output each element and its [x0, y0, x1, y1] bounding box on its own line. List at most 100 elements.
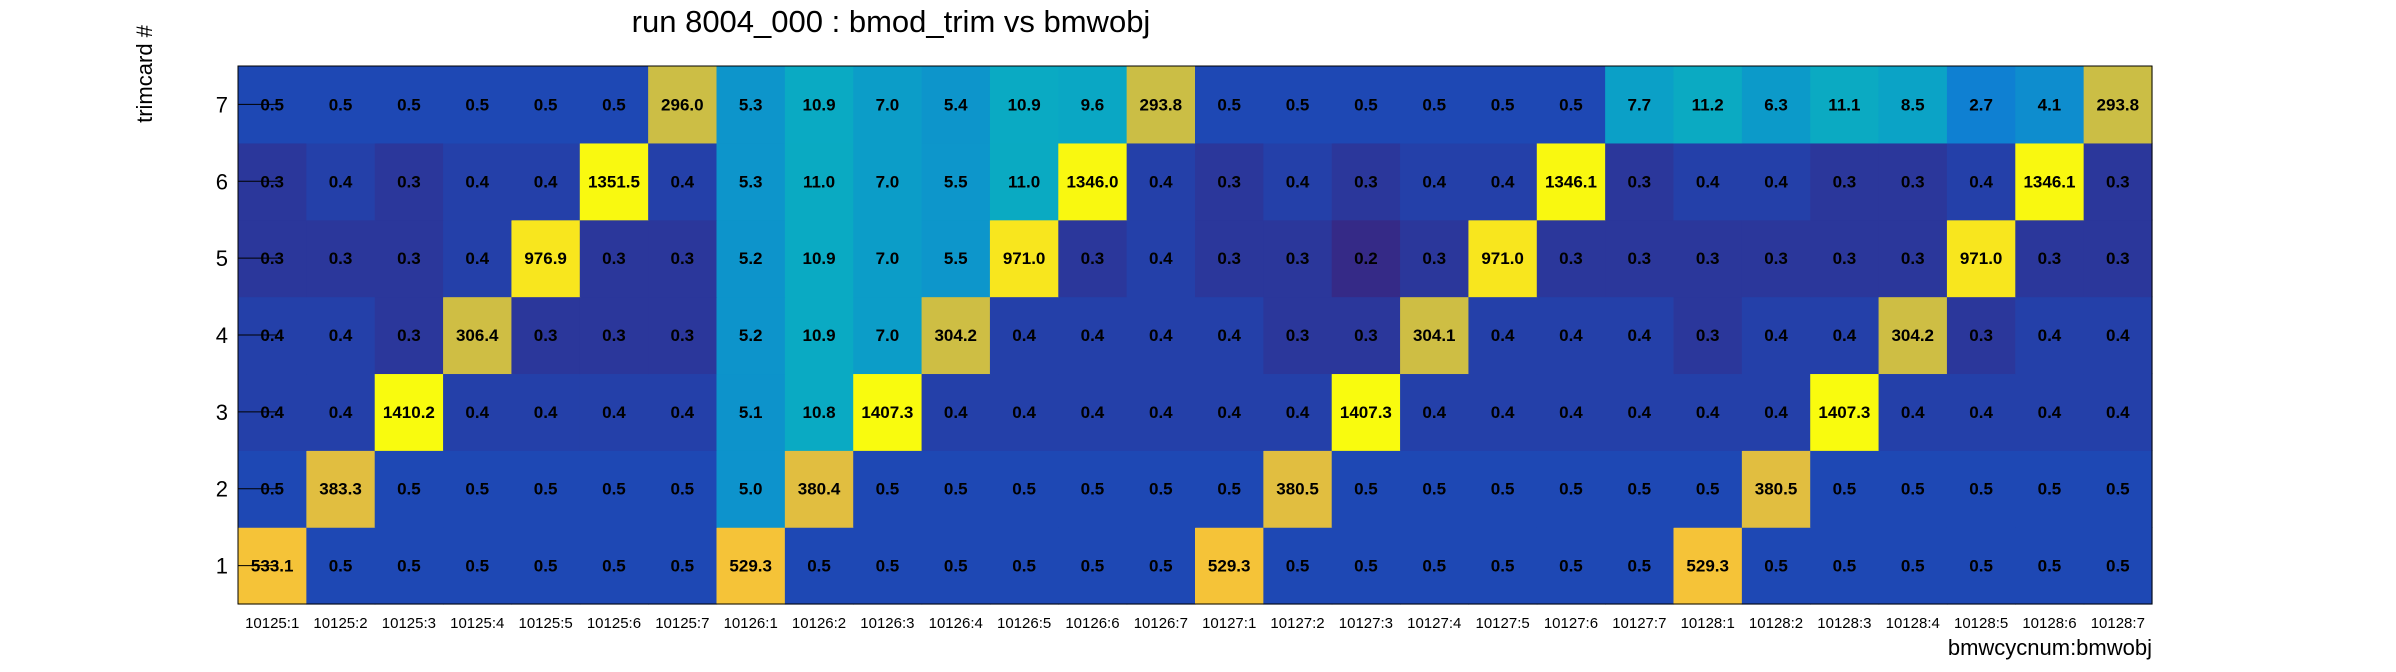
heatmap-cell — [511, 527, 581, 605]
heatmap-cell — [989, 142, 1059, 221]
heatmap-cell — [511, 66, 581, 144]
cell-value-label: 0.5 — [1012, 480, 1036, 499]
heatmap-cell — [989, 66, 1059, 144]
heatmap-cell — [648, 66, 718, 144]
cell-value-label: 971.0 — [1481, 249, 1524, 268]
heatmap-cell — [1536, 450, 1606, 528]
heatmap-cell — [1878, 373, 1948, 451]
x-tick-label: 10125:5 — [518, 615, 572, 632]
heatmap-cell — [1400, 66, 1470, 144]
x-tick-label: 10128:3 — [1817, 615, 1871, 632]
y-axis-title: trimcard # — [132, 24, 157, 123]
heatmap-cell — [306, 142, 376, 221]
cell-value-label: 0.5 — [1354, 95, 1378, 114]
cell-value-label: 0.4 — [1969, 172, 1993, 191]
cell-value-label: 0.5 — [1901, 480, 1925, 499]
cell-value-label: 0.5 — [1491, 480, 1515, 499]
cell-value-label: 1346.0 — [1066, 172, 1118, 191]
cell-value-label: 1351.5 — [588, 172, 640, 191]
heatmap-cell — [374, 296, 444, 375]
cell-value-label: 0.4 — [1627, 326, 1651, 345]
heatmap-cell — [2083, 66, 2153, 144]
heatmap-cell — [1878, 296, 1948, 375]
cell-value-label: 0.3 — [1696, 249, 1720, 268]
heatmap-cell — [1126, 66, 1196, 144]
y-tick-label: 6 — [216, 169, 228, 194]
x-tick-label: 10125:6 — [587, 615, 641, 632]
cell-value-label: 5.3 — [739, 172, 763, 191]
cell-value-label: 0.5 — [1081, 557, 1105, 576]
cell-value-label: 971.0 — [1960, 249, 2003, 268]
cell-value-label: 0.5 — [1901, 557, 1925, 576]
cell-value-label: 0.3 — [2106, 249, 2130, 268]
heatmap-cell — [1673, 142, 1743, 221]
cell-value-label: 2.7 — [1969, 95, 1993, 114]
cell-value-label: 0.4 — [465, 403, 489, 422]
cell-value-label: 0.3 — [1764, 249, 1788, 268]
cell-value-label: 0.5 — [1833, 480, 1857, 499]
cell-value-label: 0.5 — [1217, 95, 1241, 114]
cell-value-label: 0.3 — [670, 249, 694, 268]
cell-value-label: 7.0 — [876, 172, 900, 191]
cell-value-label: 0.3 — [1217, 172, 1241, 191]
cell-value-label: 0.2 — [1354, 249, 1378, 268]
heatmap-cell — [374, 527, 444, 605]
cell-value-label: 10.8 — [802, 403, 835, 422]
cell-value-label: 11.2 — [1692, 95, 1724, 114]
cell-value-label: 1407.3 — [861, 403, 913, 422]
x-tick-label: 10125:4 — [450, 615, 504, 632]
heatmap-cell — [1878, 66, 1948, 144]
heatmap-cell — [1810, 66, 1880, 144]
heatmap-cell — [2015, 527, 2085, 605]
x-tick-label: 10126:7 — [1134, 615, 1188, 632]
heatmap-cell — [853, 373, 923, 451]
cell-value-label: 0.5 — [1217, 480, 1241, 499]
cell-value-label: 0.3 — [1901, 249, 1925, 268]
heatmap-cell — [2015, 373, 2085, 451]
cell-value-label: 0.5 — [602, 480, 626, 499]
cell-labels: 533.1 0.5 0.5 0.5 0.5 0.5 0.5 529.3 0.5 0.5 0.5 0.5… — [251, 95, 2139, 575]
cell-value-label: 0.3 — [1627, 172, 1651, 191]
heatmap-cell — [648, 219, 718, 298]
heatmap-cell — [511, 296, 581, 375]
cell-value-label: 0.5 — [1559, 480, 1583, 499]
cell-value-label: 0.5 — [1559, 95, 1583, 114]
cell-value-label: 380.5 — [1276, 480, 1319, 499]
heatmap-cell — [716, 66, 786, 144]
x-tick-label: 10125:3 — [382, 615, 436, 632]
heatmap-cell — [1126, 142, 1196, 221]
x-tick-label: 10127:4 — [1407, 615, 1461, 632]
heatmap-cell — [443, 296, 513, 375]
heatmap-cell — [989, 527, 1059, 605]
heatmap-cell — [1673, 219, 1743, 298]
heatmap-cell — [1673, 373, 1743, 451]
heatmap-cell — [1400, 450, 1470, 528]
x-tick-label: 10127:1 — [1202, 615, 1256, 632]
cell-value-label: 11.0 — [1008, 172, 1040, 191]
heatmap-cell — [1741, 66, 1811, 144]
cell-value-label: 0.5 — [1081, 480, 1105, 499]
heatmap-cell — [1605, 219, 1675, 298]
x-tick-label: 10128:1 — [1681, 615, 1735, 632]
heatmap-cell — [1400, 527, 1470, 605]
heatmap-cell — [579, 450, 649, 528]
heatmap-cell — [374, 373, 444, 451]
cell-value-label: 971.0 — [1003, 249, 1046, 268]
cell-value-label: 0.5 — [534, 557, 558, 576]
heatmap-cell — [1946, 296, 2016, 375]
heatmap-cell — [1536, 142, 1606, 221]
cell-value-label: 0.3 — [1422, 249, 1446, 268]
cell-value-label: 0.5 — [1491, 557, 1515, 576]
cell-value-label: 0.3 — [1833, 172, 1857, 191]
heatmap-cell — [1946, 219, 2016, 298]
cell-value-label: 0.3 — [1627, 249, 1651, 268]
heatmap-cell — [374, 219, 444, 298]
heatmap-cell — [2015, 142, 2085, 221]
heatmap-cell — [1810, 373, 1880, 451]
heatmap-cell — [1058, 219, 1128, 298]
cell-value-label: 0.5 — [1149, 557, 1173, 576]
cell-value-label: 0.4 — [1833, 326, 1857, 345]
cell-value-label: 0.3 — [1286, 326, 1310, 345]
heatmap-cell — [1126, 219, 1196, 298]
heatmap-cell — [1058, 66, 1128, 144]
